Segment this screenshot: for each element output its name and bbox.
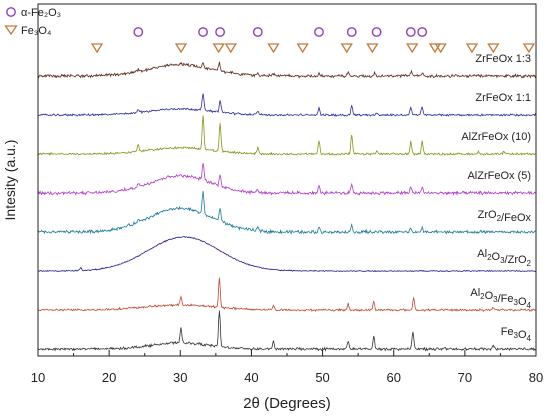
fe3o4-marker: [90, 43, 104, 54]
series-label-zro2-feox: ZrO2/FeOx: [478, 209, 532, 224]
series-label-alzrfeox-10: AlZrFeOx (10): [461, 131, 531, 143]
series-line-al2o3-zro2: [37, 236, 537, 273]
alpha-fe2o3-marker: [417, 27, 428, 37]
x-tick-label: 70: [458, 370, 472, 385]
series-label-fe3o4: Fe3O4: [501, 326, 532, 343]
x-tick-label: 20: [102, 370, 116, 385]
x-tick-label: 80: [529, 370, 543, 385]
legend-label-alpha-fe2o3: α-Fe₂O₃: [21, 7, 61, 19]
fe3o4-marker: [522, 43, 536, 54]
alpha-fe2o3-marker: [198, 27, 208, 37]
alpha-fe2o3-marker: [133, 27, 144, 37]
x-tick-label: 30: [173, 370, 187, 385]
fe3o4-marker: [366, 43, 379, 54]
fe3o4-marker: [224, 43, 237, 54]
alpha-fe2o3-marker: [346, 27, 357, 37]
alpha-fe2o3-marker: [314, 27, 324, 37]
series-line-zro2-feox: [37, 191, 537, 235]
series-line-al2o3-fe3o4: [37, 277, 537, 312]
fe3o4-marker: [174, 43, 188, 54]
series-line-fe3o4: [37, 310, 537, 352]
alpha-fe2o3-marker: [371, 27, 382, 37]
series-label-al2o3-fe3o4: Al2O3/Fe3O4: [470, 287, 531, 310]
fe3o4-marker: [340, 43, 353, 54]
x-axis-label: 2θ (Degrees): [243, 395, 331, 412]
series-layer: ZrFeOx 1:3 ZrFeOx 1:1 AlZrFeOx (10) AlZrFeO…: [37, 53, 537, 352]
series-line-zrfeox-1-1: [38, 93, 537, 117]
legend-label-fe3o4: Fe₃O₄: [21, 25, 52, 37]
x-tick-label: 40: [244, 370, 258, 385]
x-tick-label: 10: [31, 370, 45, 385]
x-tick-label: 50: [315, 370, 329, 385]
series-label-zrfeox-1-3: ZrFeOx 1:3: [475, 53, 531, 65]
legend-marker-fe3o4: [4, 25, 18, 36]
series-line-zrfeox-1-3: [37, 61, 537, 79]
series-line-alzrfeox-10: [37, 115, 537, 157]
fe3o4-marker: [212, 43, 225, 54]
fe3o4-marker: [296, 43, 309, 54]
fe3o4-marker: [465, 43, 479, 54]
series-label-zrfeox-1-1: ZrFeOx 1:1: [475, 92, 531, 104]
plot-frame: [37, 3, 537, 357]
reference-markers: [90, 27, 536, 54]
series-line-alzrfeox-5: [37, 163, 537, 197]
alpha-fe2o3-marker: [215, 27, 226, 37]
fe3o4-marker: [487, 43, 500, 54]
x-axis-ticks: 10 20 30 40 50 60 70 80: [31, 350, 543, 385]
series-label-alzrfeox-5: AlZrFeOx (5): [467, 170, 531, 182]
legend: α-Fe₂O₃ Fe₃O₄: [4, 7, 61, 37]
fe3o4-marker: [434, 43, 447, 54]
alpha-fe2o3-marker: [252, 27, 263, 37]
alpha-fe2o3-marker: [405, 27, 416, 37]
fe3o4-marker: [406, 43, 419, 54]
legend-marker-alpha-fe2o3: [6, 7, 16, 17]
y-axis-label: Intesity (a.u.): [2, 140, 18, 221]
series-label-al2o3-zro2: Al2O3/ZrO2: [477, 248, 531, 268]
x-tick-label: 60: [386, 370, 400, 385]
fe3o4-marker: [267, 43, 280, 54]
